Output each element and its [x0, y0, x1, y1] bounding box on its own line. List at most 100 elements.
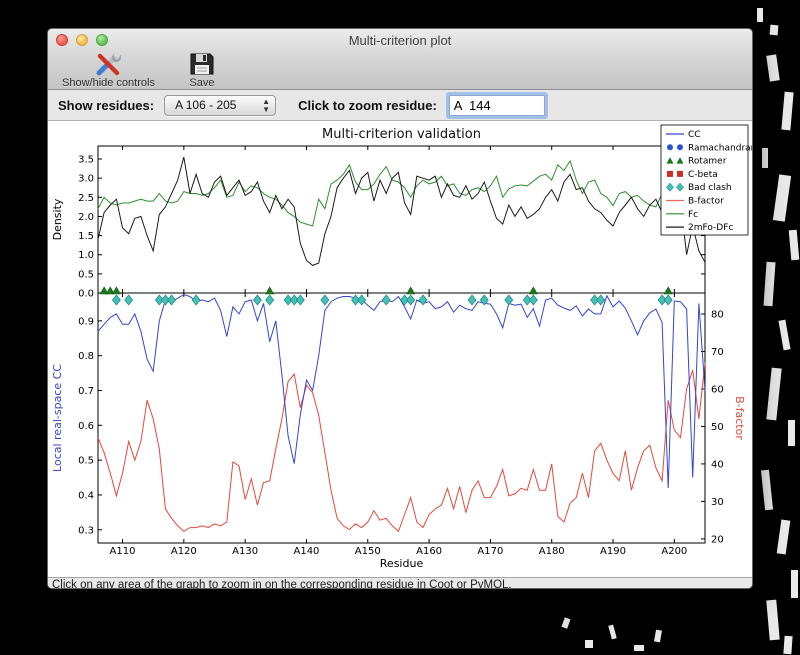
- cc-axis-label: Local real-space CC: [51, 364, 64, 472]
- minimize-button[interactable]: [76, 34, 88, 46]
- cc-line: [97, 294, 706, 489]
- show-hide-controls-button[interactable]: Show/hide controls: [58, 51, 159, 90]
- bad-clash-marker: [295, 294, 305, 306]
- zoom-residue-label: Click to zoom residue:: [298, 97, 437, 113]
- x-tick-label: A160: [416, 546, 442, 557]
- bfactor-tick-label: 60: [711, 384, 724, 395]
- bad-clash-marker: [111, 294, 121, 306]
- density-tick-label: 0.0: [78, 289, 94, 300]
- chart-title: Multi-criterion validation: [322, 127, 481, 142]
- cc-tick-label: 0.5: [78, 456, 94, 467]
- validation-chart[interactable]: Multi-criterion validation A110 A120 A130 A1…: [48, 121, 753, 577]
- density-tick-label: 1.0: [78, 250, 94, 261]
- window-title: Multi-criterion plot: [348, 33, 452, 48]
- x-tick-label: A180: [539, 546, 565, 557]
- bfactor-axis-label: B-factor: [733, 396, 746, 440]
- x-tick-label: A190: [600, 546, 626, 557]
- status-bar: Click on any area of the graph to zoom i…: [48, 577, 752, 589]
- legend-label: C-beta: [688, 170, 718, 180]
- x-tick-label: A120: [171, 546, 197, 557]
- density-tick-label: 0.5: [78, 269, 94, 280]
- bad-clash-marker: [265, 294, 275, 306]
- b-factor-line: [97, 362, 706, 533]
- show-residues-label: Show residues:: [58, 97, 155, 113]
- legend-label: Ramachandran: [688, 143, 753, 153]
- popup-stepper-icon: ▲ ▼: [262, 96, 271, 114]
- bad-clash-marker: [418, 294, 428, 306]
- density-tick-label: 3.5: [78, 155, 94, 166]
- bad-clash-marker: [289, 294, 299, 306]
- status-text: Click on any area of the graph to zoom i…: [52, 579, 512, 589]
- cc-tick-label: 0.3: [78, 525, 94, 536]
- legend-label: B-factor: [688, 197, 724, 207]
- save-icon: [190, 53, 214, 75]
- bad-clash-marker: [657, 294, 667, 306]
- top-panel-frame: [97, 145, 706, 294]
- cc-tick-label: 0.9: [78, 316, 94, 327]
- legend-label: Bad clash: [688, 183, 732, 193]
- x-tick-label: A140: [293, 546, 319, 557]
- bad-clash-marker: [160, 294, 170, 306]
- legend-label: Rotamer: [688, 157, 727, 167]
- save-label: Save: [189, 77, 215, 89]
- bad-clash-marker: [522, 294, 532, 306]
- bfactor-tick-label: 30: [711, 497, 724, 508]
- x-tick-label: A170: [477, 546, 503, 557]
- legend-label: 2mFo-DFc: [688, 223, 733, 233]
- legend-swatch-diamond: [676, 182, 684, 192]
- save-button[interactable]: Save: [185, 51, 219, 90]
- close-button[interactable]: [56, 34, 68, 46]
- density-tick-label: 2.0: [78, 212, 94, 223]
- show-residues-select[interactable]: A 106 - 205 ▲ ▼: [164, 94, 277, 116]
- rotamer-marker: [265, 286, 275, 295]
- bad-clash-marker: [663, 294, 673, 306]
- bad-clash-marker: [479, 294, 489, 306]
- density-axis-label: Density: [51, 198, 64, 240]
- legend-label: Fc: [688, 210, 698, 220]
- zoom-residue-input[interactable]: [448, 94, 545, 116]
- plot-figure: Multi-criterion validation A110 A120 A130 A1…: [48, 121, 752, 577]
- bfactor-tick-label: 70: [711, 347, 724, 358]
- x-tick-label: A150: [355, 546, 381, 557]
- density-tick-label: 3.0: [78, 174, 94, 185]
- x-tick-label: A130: [232, 546, 258, 557]
- controls-row: Show residues: A 106 - 205 ▲ ▼ Click to z…: [48, 90, 752, 121]
- title-bar[interactable]: Multi-criterion plot: [48, 29, 752, 51]
- bad-clash-marker: [381, 294, 391, 306]
- bad-clash-marker: [596, 294, 606, 306]
- bad-clash-marker: [400, 294, 410, 306]
- bad-clash-marker: [320, 294, 330, 306]
- bad-clash-marker: [406, 294, 416, 306]
- bad-clash-marker: [504, 294, 514, 306]
- show-hide-controls-label: Show/hide controls: [62, 77, 155, 89]
- bfactor-tick-label: 20: [711, 534, 724, 545]
- bfactor-tick-label: 80: [711, 309, 724, 320]
- legend-swatch-square: [677, 170, 683, 177]
- legend-swatch-diamond: [666, 182, 674, 192]
- x-axis-label: Residue: [380, 557, 424, 570]
- x-tick-label: A200: [661, 546, 687, 557]
- zoom-button[interactable]: [96, 34, 108, 46]
- cc-tick-label: 0.4: [78, 490, 94, 501]
- rotamer-marker: [663, 286, 673, 295]
- bad-clash-marker: [590, 294, 600, 306]
- legend-box: [660, 124, 749, 236]
- rotamer-marker: [528, 286, 538, 295]
- legend-swatch-triangle: [676, 157, 684, 164]
- cc-tick-label: 0.8: [78, 351, 94, 362]
- density-tick-label: 1.5: [78, 231, 94, 242]
- density-tick-label: 2.5: [78, 193, 94, 204]
- bad-clash-marker: [252, 294, 262, 306]
- bad-clash-marker: [191, 294, 201, 306]
- 2mfo-dfc-line: [97, 156, 706, 266]
- app-window: Multi-criterion plot Show/hide controls: [47, 28, 753, 589]
- bad-clash-marker: [351, 294, 360, 306]
- bad-clash-marker: [154, 294, 164, 306]
- rotamer-marker: [105, 286, 115, 295]
- x-tick-label: A110: [110, 546, 136, 557]
- tools-icon: [96, 52, 122, 76]
- bottom-panel-frame: [97, 292, 706, 544]
- bad-clash-marker: [124, 294, 134, 306]
- bad-clash-marker: [167, 294, 177, 306]
